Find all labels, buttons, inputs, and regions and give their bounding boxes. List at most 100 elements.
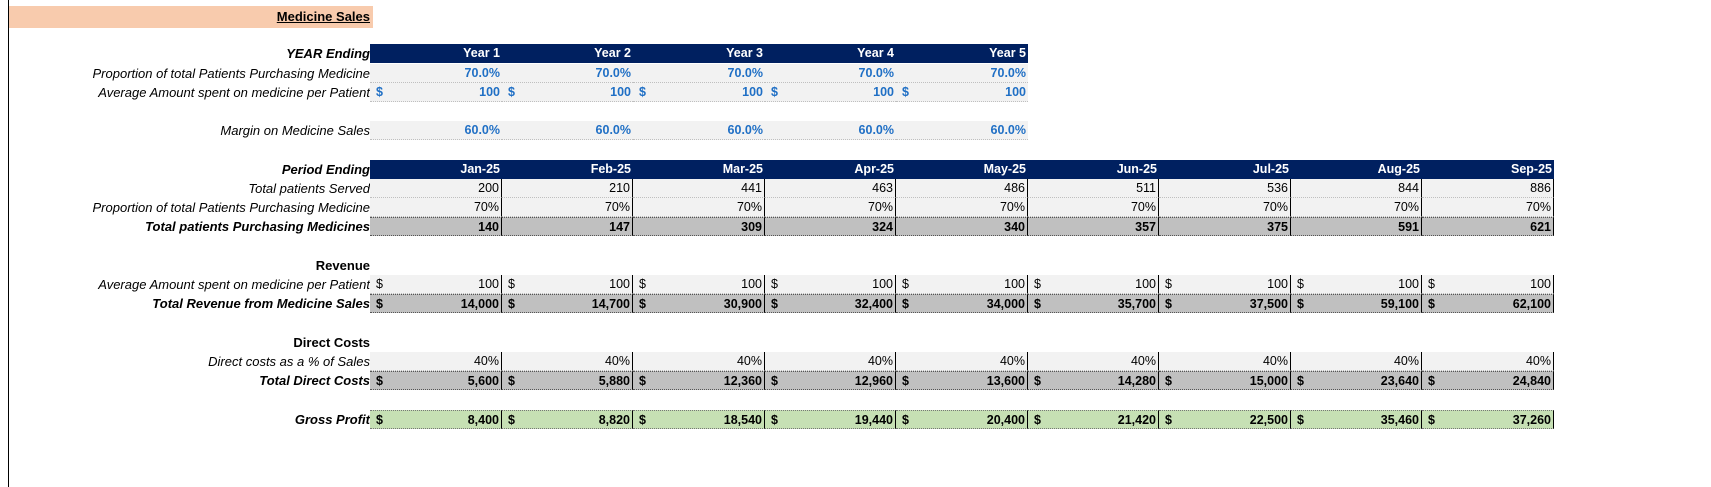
month-proportion-cell[interactable]: 70%: [1028, 198, 1159, 217]
proportion-input-cell[interactable]: 70.0%: [370, 64, 502, 83]
year-header-cell[interactable]: Year 2: [502, 44, 633, 63]
month-proportion-cell[interactable]: 70%: [896, 198, 1028, 217]
purchasing-cell[interactable]: 147: [502, 217, 633, 236]
costs-cell[interactable]: $13,600: [896, 371, 1028, 390]
revenue-cell[interactable]: $14,700: [502, 294, 633, 313]
cost-pct-cell[interactable]: 40%: [1159, 352, 1291, 371]
proportion-input-cell[interactable]: 70.0%: [896, 64, 1028, 83]
month-proportion-cell[interactable]: 70%: [502, 198, 633, 217]
patients-cell[interactable]: 844: [1291, 179, 1422, 198]
patients-cell[interactable]: 210: [502, 179, 633, 198]
month-header-cell[interactable]: Aug-25: [1291, 160, 1422, 179]
gross-profit-cell[interactable]: $22,500: [1159, 410, 1291, 429]
costs-cell[interactable]: $12,960: [765, 371, 896, 390]
month-avg-cell[interactable]: $100: [633, 275, 765, 294]
gross-profit-cell[interactable]: $20,400: [896, 410, 1028, 429]
month-proportion-cell[interactable]: 70%: [1291, 198, 1422, 217]
revenue-cell[interactable]: $30,900: [633, 294, 765, 313]
avg-amount-input-cell[interactable]: $100: [633, 83, 765, 102]
purchasing-cell[interactable]: 591: [1291, 217, 1422, 236]
month-header-cell[interactable]: Jul-25: [1159, 160, 1291, 179]
avg-amount-input-cell[interactable]: $100: [896, 83, 1028, 102]
revenue-cell[interactable]: $35,700: [1028, 294, 1159, 313]
gross-profit-cell[interactable]: $8,400: [370, 410, 502, 429]
gross-profit-cell[interactable]: $19,440: [765, 410, 896, 429]
month-proportion-cell[interactable]: 70%: [633, 198, 765, 217]
year-header-cell[interactable]: Year 5: [896, 44, 1028, 63]
month-proportion-cell[interactable]: 70%: [370, 198, 502, 217]
revenue-cell[interactable]: $59,100: [1291, 294, 1422, 313]
avg-amount-input-cell[interactable]: $100: [765, 83, 896, 102]
costs-cell[interactable]: $14,280: [1028, 371, 1159, 390]
month-header-cell[interactable]: Feb-25: [502, 160, 633, 179]
margin-input-cell[interactable]: 60.0%: [633, 121, 765, 140]
title-cell[interactable]: Medicine Sales: [9, 6, 373, 28]
cost-pct-cell[interactable]: 40%: [1028, 352, 1159, 371]
month-avg-cell[interactable]: $100: [370, 275, 502, 294]
purchasing-cell[interactable]: 621: [1422, 217, 1554, 236]
costs-cell[interactable]: $12,360: [633, 371, 765, 390]
month-header-cell[interactable]: Jun-25: [1028, 160, 1159, 179]
month-header-cell[interactable]: Apr-25: [765, 160, 896, 179]
month-header-cell[interactable]: Mar-25: [633, 160, 765, 179]
month-avg-cell[interactable]: $100: [1159, 275, 1291, 294]
month-proportion-cell[interactable]: 70%: [1159, 198, 1291, 217]
costs-cell[interactable]: $23,640: [1291, 371, 1422, 390]
cost-pct-cell[interactable]: 40%: [765, 352, 896, 371]
month-proportion-cell[interactable]: 70%: [1422, 198, 1554, 217]
year-header-cell[interactable]: Year 1: [370, 44, 502, 63]
margin-input-cell[interactable]: 60.0%: [896, 121, 1028, 140]
costs-cell[interactable]: $24,840: [1422, 371, 1554, 390]
avg-amount-input-cell[interactable]: $100: [502, 83, 633, 102]
gross-profit-cell[interactable]: $8,820: [502, 410, 633, 429]
cost-pct-cell[interactable]: 40%: [502, 352, 633, 371]
month-avg-cell[interactable]: $100: [1028, 275, 1159, 294]
patients-cell[interactable]: 886: [1422, 179, 1554, 198]
patients-cell[interactable]: 200: [370, 179, 502, 198]
month-header-cell[interactable]: Jan-25: [370, 160, 502, 179]
month-avg-cell[interactable]: $100: [896, 275, 1028, 294]
costs-cell[interactable]: $5,880: [502, 371, 633, 390]
month-avg-cell[interactable]: $100: [1291, 275, 1422, 294]
cost-pct-cell[interactable]: 40%: [1422, 352, 1554, 371]
revenue-cell[interactable]: $14,000: [370, 294, 502, 313]
revenue-cell[interactable]: $32,400: [765, 294, 896, 313]
cost-pct-cell[interactable]: 40%: [896, 352, 1028, 371]
cost-pct-cell[interactable]: 40%: [1291, 352, 1422, 371]
year-header-cell[interactable]: Year 4: [765, 44, 896, 63]
cost-pct-cell[interactable]: 40%: [370, 352, 502, 371]
patients-cell[interactable]: 486: [896, 179, 1028, 198]
gross-profit-cell[interactable]: $35,460: [1291, 410, 1422, 429]
revenue-cell[interactable]: $62,100: [1422, 294, 1554, 313]
avg-amount-input-cell[interactable]: $100: [370, 83, 502, 102]
revenue-cell[interactable]: $34,000: [896, 294, 1028, 313]
purchasing-cell[interactable]: 324: [765, 217, 896, 236]
proportion-input-cell[interactable]: 70.0%: [502, 64, 633, 83]
month-avg-cell[interactable]: $100: [502, 275, 633, 294]
margin-input-cell[interactable]: 60.0%: [370, 121, 502, 140]
purchasing-cell[interactable]: 340: [896, 217, 1028, 236]
month-header-cell[interactable]: May-25: [896, 160, 1028, 179]
purchasing-cell[interactable]: 375: [1159, 217, 1291, 236]
revenue-cell[interactable]: $37,500: [1159, 294, 1291, 313]
patients-cell[interactable]: 463: [765, 179, 896, 198]
gross-profit-cell[interactable]: $18,540: [633, 410, 765, 429]
costs-cell[interactable]: $5,600: [370, 371, 502, 390]
month-avg-cell[interactable]: $100: [765, 275, 896, 294]
month-proportion-cell[interactable]: 70%: [765, 198, 896, 217]
patients-cell[interactable]: 441: [633, 179, 765, 198]
gross-profit-cell[interactable]: $37,260: [1422, 410, 1554, 429]
proportion-input-cell[interactable]: 70.0%: [765, 64, 896, 83]
month-header-cell[interactable]: Sep-25: [1422, 160, 1554, 179]
margin-input-cell[interactable]: 60.0%: [502, 121, 633, 140]
purchasing-cell[interactable]: 357: [1028, 217, 1159, 236]
cost-pct-cell[interactable]: 40%: [633, 352, 765, 371]
gross-profit-cell[interactable]: $21,420: [1028, 410, 1159, 429]
month-avg-cell[interactable]: $100: [1422, 275, 1554, 294]
year-header-cell[interactable]: Year 3: [633, 44, 765, 63]
costs-cell[interactable]: $15,000: [1159, 371, 1291, 390]
patients-cell[interactable]: 511: [1028, 179, 1159, 198]
proportion-input-cell[interactable]: 70.0%: [633, 64, 765, 83]
purchasing-cell[interactable]: 309: [633, 217, 765, 236]
purchasing-cell[interactable]: 140: [370, 217, 502, 236]
